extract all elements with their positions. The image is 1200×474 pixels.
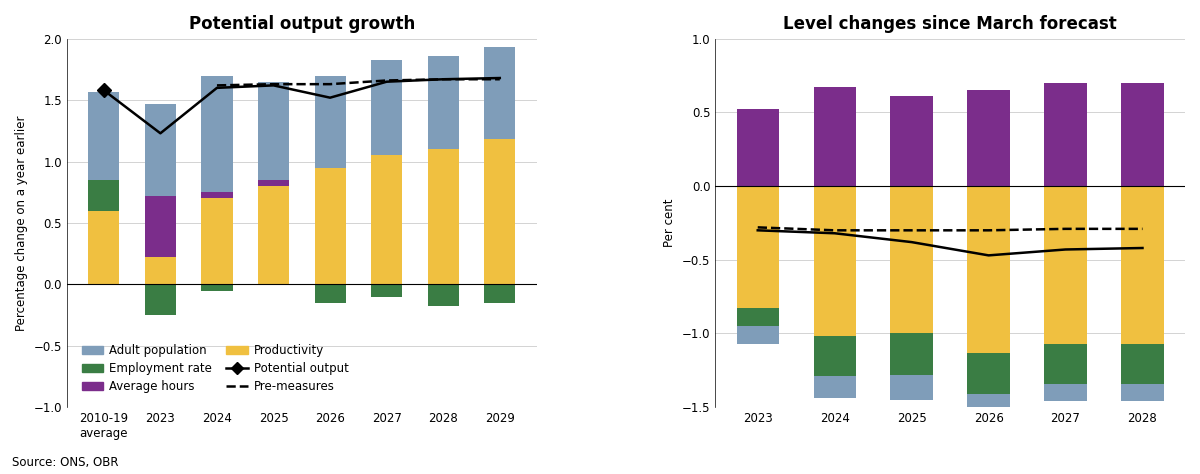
Bar bbox=[89, 91, 119, 180]
Bar bbox=[202, 75, 233, 192]
Bar bbox=[1121, 344, 1164, 383]
Bar bbox=[314, 284, 346, 303]
Bar bbox=[967, 186, 1009, 353]
Bar bbox=[202, 192, 233, 199]
Bar bbox=[258, 180, 289, 186]
Bar bbox=[737, 109, 779, 186]
Bar bbox=[814, 337, 856, 376]
Bar bbox=[485, 284, 515, 303]
Bar bbox=[1044, 383, 1087, 401]
Bar bbox=[258, 82, 289, 180]
Bar bbox=[202, 199, 233, 284]
Bar bbox=[145, 196, 176, 257]
Bar bbox=[258, 186, 289, 284]
Bar bbox=[814, 376, 856, 398]
Bar bbox=[967, 394, 1009, 413]
Bar bbox=[737, 186, 779, 309]
Title: Potential output growth: Potential output growth bbox=[188, 15, 415, 33]
Bar bbox=[485, 47, 515, 139]
Bar bbox=[814, 87, 856, 186]
Bar bbox=[890, 96, 932, 186]
Bar bbox=[814, 186, 856, 337]
Bar bbox=[427, 56, 458, 149]
Text: Source: ONS, OBR: Source: ONS, OBR bbox=[12, 456, 119, 469]
Bar bbox=[89, 180, 119, 210]
Bar bbox=[202, 284, 233, 291]
Bar bbox=[145, 104, 176, 196]
Title: Level changes since March forecast: Level changes since March forecast bbox=[784, 15, 1117, 33]
Bar bbox=[1121, 83, 1164, 186]
Bar bbox=[1121, 186, 1164, 344]
Bar bbox=[890, 375, 932, 400]
Bar bbox=[1044, 83, 1087, 186]
Bar bbox=[145, 284, 176, 315]
Bar bbox=[427, 149, 458, 284]
Bar bbox=[371, 60, 402, 155]
Y-axis label: Per cent: Per cent bbox=[664, 199, 677, 247]
Bar bbox=[737, 309, 779, 326]
Legend: Adult population, Employment rate, Average hours, Productivity, Potential output: Adult population, Employment rate, Avera… bbox=[78, 340, 353, 398]
Bar bbox=[427, 284, 458, 307]
Y-axis label: Percentage change on a year earlier: Percentage change on a year earlier bbox=[14, 115, 28, 331]
Bar bbox=[485, 139, 515, 284]
Bar bbox=[314, 168, 346, 284]
Bar bbox=[890, 334, 932, 375]
Bar bbox=[145, 257, 176, 284]
Bar bbox=[314, 75, 346, 168]
Bar bbox=[1044, 186, 1087, 344]
Bar bbox=[89, 210, 119, 284]
Bar bbox=[890, 186, 932, 334]
Bar bbox=[1044, 344, 1087, 383]
Bar bbox=[371, 155, 402, 284]
Bar bbox=[967, 353, 1009, 394]
Bar bbox=[737, 326, 779, 344]
Bar bbox=[1121, 383, 1164, 401]
Bar bbox=[371, 284, 402, 297]
Bar bbox=[967, 91, 1009, 186]
